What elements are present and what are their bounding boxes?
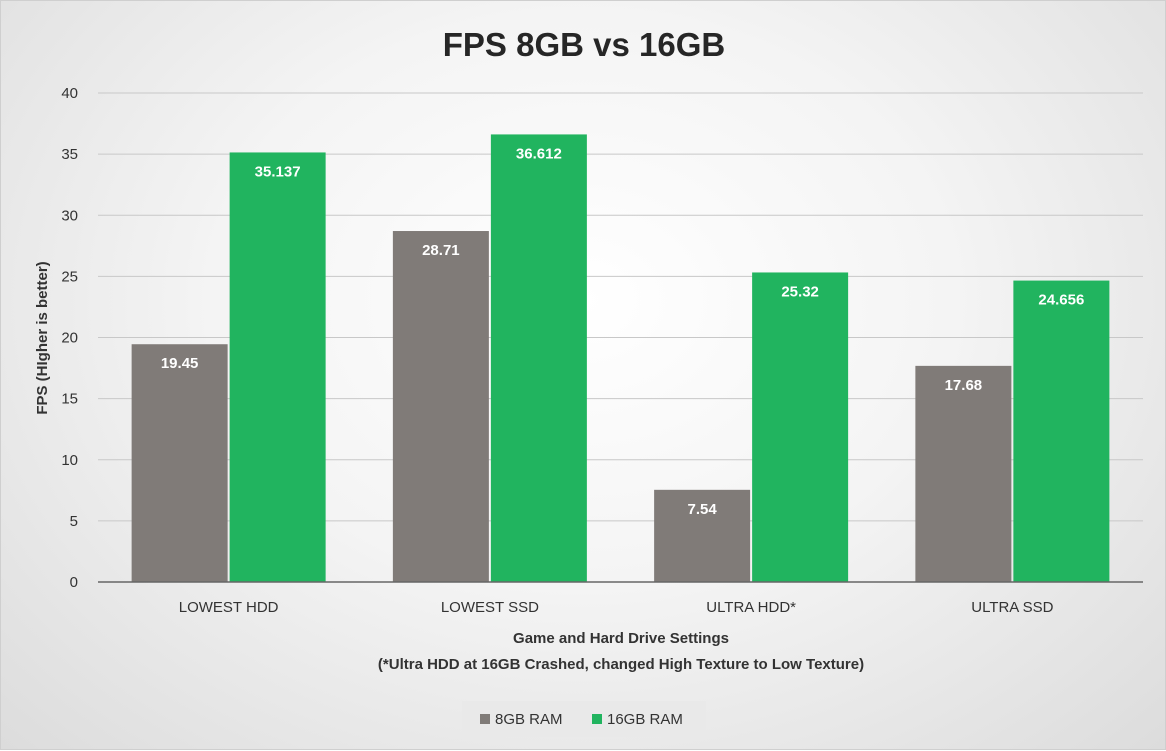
y-tick-label: 25 <box>61 268 78 285</box>
y-tick-label: 0 <box>70 574 78 591</box>
y-tick-label: 30 <box>61 207 78 224</box>
y-tick-label: 5 <box>70 513 78 530</box>
bar-16gb <box>229 152 326 582</box>
legend-box <box>462 701 706 737</box>
data-label: 7.54 <box>688 501 718 518</box>
x-category-label: ULTRA HDD* <box>706 599 796 616</box>
legend-swatch <box>592 714 602 724</box>
bar-16gb <box>490 134 587 582</box>
data-label: 28.71 <box>422 242 460 259</box>
bar-8gb <box>915 365 1012 582</box>
legend-label: 8GB RAM <box>495 711 563 728</box>
bar-8gb <box>131 344 228 582</box>
y-axis-ticks: 0 5 10 15 20 25 30 35 40 <box>61 85 78 591</box>
data-label: 25.32 <box>781 283 819 300</box>
bar-16gb <box>1013 280 1110 582</box>
y-tick-label: 15 <box>61 391 78 408</box>
x-axis-title: Game and Hard Drive Settings <box>513 630 729 647</box>
legend-swatch <box>480 714 490 724</box>
bar-8gb <box>392 231 489 582</box>
data-label: 17.68 <box>945 377 983 394</box>
x-axis-note: (*Ultra HDD at 16GB Crashed, changed Hig… <box>378 656 864 673</box>
data-label: 24.656 <box>1038 292 1084 309</box>
bar-8gb <box>654 489 751 582</box>
data-label: 36.612 <box>516 145 562 162</box>
chart-title: FPS 8GB vs 16GB <box>443 26 725 63</box>
bars <box>131 134 1110 582</box>
y-tick-label: 35 <box>61 146 78 163</box>
data-label: 19.45 <box>161 355 199 372</box>
data-labels: 19.45 35.137 28.71 36.612 7.54 25.32 17.68 24.6… <box>161 145 1084 517</box>
x-category-label: LOWEST SSD <box>441 599 539 616</box>
data-label: 35.137 <box>255 163 301 180</box>
x-axis-categories: LOWEST HDD LOWEST SSD ULTRA HDD* ULTRA SSD <box>179 599 1054 616</box>
x-category-label: LOWEST HDD <box>179 599 279 616</box>
legend-label: 16GB RAM <box>607 711 683 728</box>
legend: 8GB RAM 16GB RAM <box>462 701 706 737</box>
y-tick-label: 10 <box>61 452 78 469</box>
y-tick-label: 40 <box>61 85 78 102</box>
y-tick-label: 20 <box>61 330 78 347</box>
y-axis-title: FPS (HIgher is better) <box>34 261 51 414</box>
bar-16gb <box>752 272 849 582</box>
x-category-label: ULTRA SSD <box>971 599 1053 616</box>
